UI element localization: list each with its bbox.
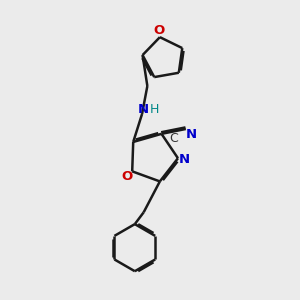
Text: C: C [169, 132, 178, 145]
Text: O: O [153, 24, 165, 37]
Text: N: N [185, 128, 197, 141]
Text: O: O [121, 170, 133, 183]
Text: N: N [178, 153, 189, 166]
Text: N: N [138, 103, 149, 116]
Text: H: H [150, 103, 159, 116]
